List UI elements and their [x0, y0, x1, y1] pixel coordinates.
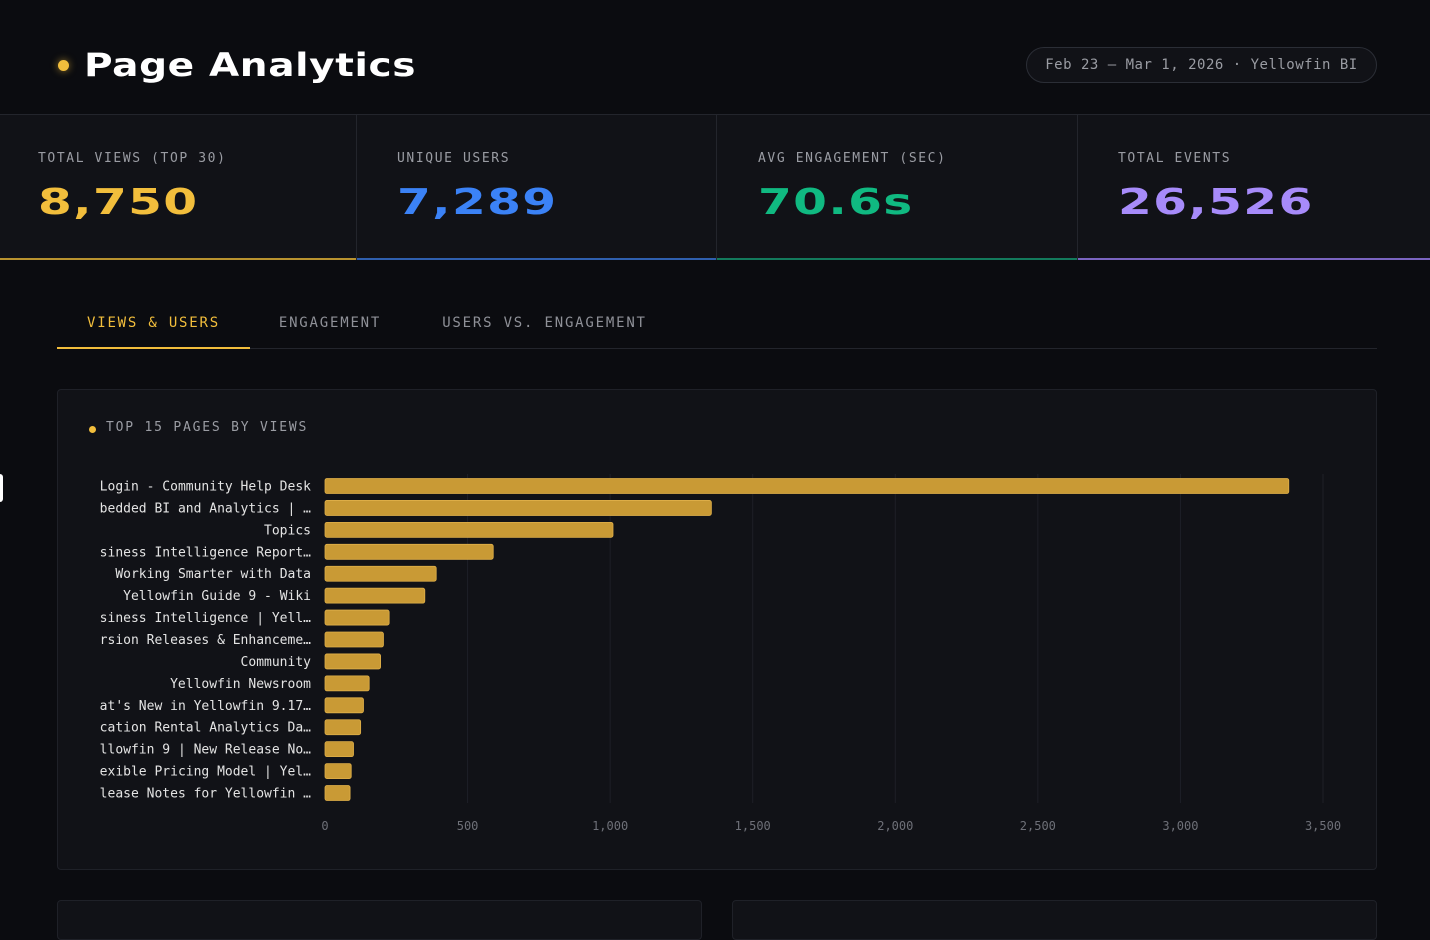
- bar[interactable]: [324, 653, 382, 670]
- x-tick-label: 2,000: [877, 819, 913, 833]
- bar[interactable]: [324, 500, 712, 516]
- kpi-card-total-views[interactable]: TOTAL VIEWS (TOP 30) 8,750: [0, 115, 357, 260]
- category-label: Yellowfin Guide 9 - Wiki: [123, 589, 311, 604]
- bar[interactable]: [324, 543, 494, 560]
- category-label: Community: [241, 655, 312, 670]
- x-tick-label: 2,500: [1020, 819, 1056, 833]
- kpi-accent-bar: [1078, 258, 1430, 260]
- tab-users-vs-engagement[interactable]: USERS VS. ENGAGEMENT: [442, 315, 647, 331]
- kpi-accent-bar: [717, 258, 1077, 260]
- bar[interactable]: [324, 763, 352, 779]
- category-label: siness Intelligence Report…: [100, 545, 311, 560]
- x-tick-label: 3,500: [1305, 819, 1341, 833]
- bar[interactable]: [324, 741, 354, 758]
- category-label: exible Pricing Model | Yel…: [100, 765, 311, 780]
- kpi-accent-bar: [0, 258, 356, 260]
- tab-views-users[interactable]: VIEWS & USERS: [57, 300, 250, 349]
- panel-title: TOP 15 PAGES BY VIEWS: [106, 420, 309, 435]
- tab-engagement[interactable]: ENGAGEMENT: [278, 315, 382, 331]
- kpi-label: AVG ENGAGEMENT (SEC): [758, 151, 947, 166]
- panel-dot-icon: [89, 426, 96, 433]
- category-label: rsion Releases & Enhanceme…: [100, 633, 311, 648]
- x-tick-label: 500: [457, 819, 479, 833]
- page-title: Page Analytics: [84, 46, 417, 84]
- kpi-card-total-events[interactable]: TOTAL EVENTS 26,526: [1078, 115, 1430, 260]
- kpi-row: TOTAL VIEWS (TOP 30) 8,750 UNIQUE USERS …: [0, 115, 1430, 260]
- header: Page Analytics Feb 23 – Mar 1, 2026 · Ye…: [0, 0, 1430, 115]
- category-label: llowfin 9 | New Release No…: [100, 743, 311, 758]
- bar[interactable]: [324, 675, 370, 692]
- x-tick-label: 1,000: [592, 819, 628, 833]
- date-range-selector[interactable]: Feb 23 – Mar 1, 2026 · Yellowfin BI: [1026, 47, 1377, 83]
- kpi-label: UNIQUE USERS: [397, 151, 511, 166]
- kpi-card-unique-users[interactable]: UNIQUE USERS 7,289: [357, 115, 717, 260]
- kpi-card-avg-engagement[interactable]: AVG ENGAGEMENT (SEC) 70.6s: [717, 115, 1078, 260]
- bar[interactable]: [324, 697, 364, 714]
- kpi-value: 7,289: [397, 182, 558, 223]
- category-label: bedded BI and Analytics | …: [100, 501, 311, 516]
- bar[interactable]: [324, 609, 390, 626]
- bar[interactable]: [324, 521, 614, 538]
- edge-handle[interactable]: [0, 474, 3, 502]
- bar[interactable]: [324, 587, 426, 604]
- category-label: Yellowfin Newsroom: [170, 677, 311, 692]
- bar-chart: 0 500 1,000 1,500 2,000 2,500 3,000 3,500 Login …: [100, 474, 1341, 833]
- tab-bar: VIEWS & USERS ENGAGEMENT USERS VS. ENGAG…: [57, 300, 1377, 349]
- bar[interactable]: [324, 478, 1290, 494]
- category-label: Topics: [264, 523, 311, 538]
- kpi-label: TOTAL VIEWS (TOP 30): [38, 151, 227, 166]
- category-label: Login - Community Help Desk: [100, 480, 311, 495]
- category-label: lease Notes for Yellowfin …: [100, 787, 311, 802]
- category-label: siness Intelligence | Yell…: [100, 611, 311, 626]
- category-label: cation Rental Analytics Da…: [100, 721, 311, 736]
- x-tick-label: 0: [321, 819, 328, 833]
- x-tick-label: 1,500: [735, 819, 771, 833]
- bar[interactable]: [324, 631, 384, 648]
- category-label: at's New in Yellowfin 9.17…: [100, 699, 311, 714]
- title-status-dot-icon: [58, 60, 69, 71]
- bar[interactable]: [324, 565, 437, 582]
- category-label: Working Smarter with Data: [115, 567, 311, 582]
- kpi-value: 8,750: [38, 182, 199, 223]
- x-tick-label: 3,000: [1162, 819, 1198, 833]
- bar[interactable]: [324, 785, 351, 801]
- bar[interactable]: [324, 719, 362, 736]
- secondary-panel-right: [732, 900, 1377, 940]
- secondary-panel-left: [57, 900, 702, 940]
- kpi-value: 26,526: [1118, 182, 1314, 223]
- chart-panel: TOP 15 PAGES BY VIEWS 0 500 1,000 1,500 2,00…: [57, 389, 1377, 870]
- kpi-label: TOTAL EVENTS: [1118, 151, 1232, 166]
- kpi-accent-bar: [357, 258, 716, 260]
- kpi-value: 70.6s: [758, 182, 914, 223]
